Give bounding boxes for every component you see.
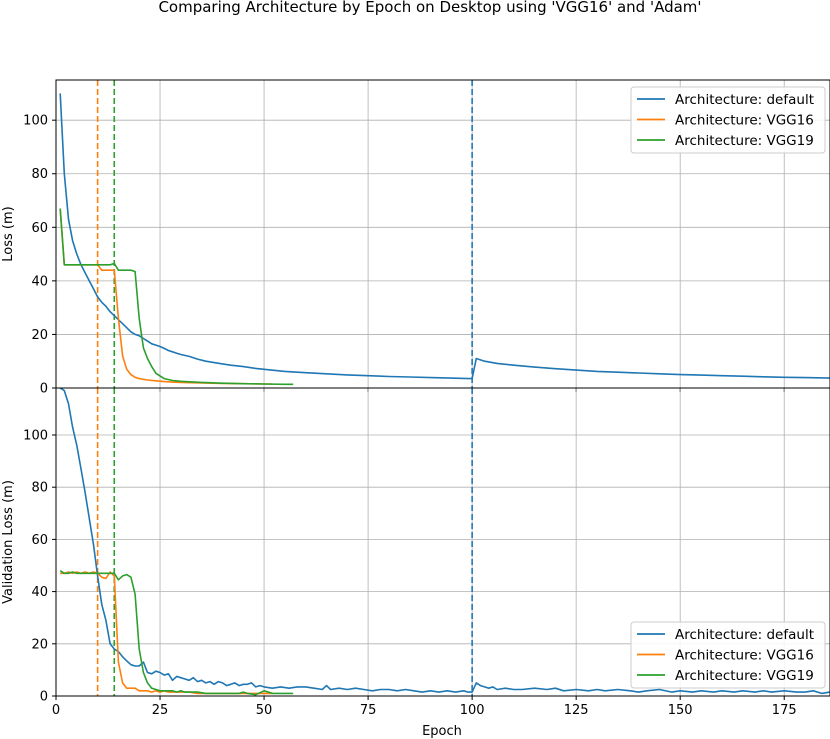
bottom-axes: 0 20 40 60 80 100 0 25 50 75 100 125 150 175 Validatio… — [1, 387, 830, 739]
bottom-series — [59, 387, 830, 696]
x-tick-label: 0 — [52, 703, 60, 718]
y-tick-label: 0 — [40, 690, 48, 705]
top-loss-panel: 0 20 40 60 80 100 Loss (m) Architecture: defau… — [1, 79, 830, 397]
top-legend: Architecture: default Architecture: VGG16… — [630, 86, 826, 154]
y-tick-label: 40 — [31, 274, 48, 289]
y-tick-label: 80 — [31, 167, 48, 182]
x-tick-label: 25 — [152, 703, 169, 718]
x-tick-label: 125 — [564, 703, 589, 718]
x-tick-label: 100 — [460, 703, 485, 718]
legend-box — [630, 621, 826, 689]
y-tick-label: 100 — [23, 114, 48, 129]
y-tick-label: 20 — [31, 637, 48, 652]
top-vlines — [96, 80, 473, 388]
legend-label: Architecture: VGG16 — [675, 648, 814, 664]
y-tick-label: 20 — [31, 328, 48, 343]
bottom-validation-loss-panel: 0 20 40 60 80 100 0 25 50 75 100 125 150 175 Validatio… — [1, 387, 830, 739]
top-series — [59, 93, 830, 386]
y-tick-label: 100 — [23, 428, 48, 443]
legend-label: Architecture: VGG19 — [675, 668, 814, 684]
series-line — [59, 93, 830, 380]
y-axis-label: Validation Loss (m) — [1, 480, 16, 604]
y-tick-label: 60 — [31, 533, 48, 548]
x-axis-label: Epoch — [422, 724, 462, 739]
x-tick-label: 75 — [360, 703, 377, 718]
y-tick-label: 80 — [31, 481, 48, 496]
series-line — [59, 208, 273, 385]
legend-label: Architecture: default — [675, 92, 814, 108]
series-line — [59, 208, 294, 386]
legend-label: Architecture: VGG19 — [675, 133, 814, 149]
legend-label: Architecture: default — [675, 627, 814, 643]
x-tick-label: 50 — [256, 703, 273, 718]
x-tick-label: 175 — [772, 703, 797, 718]
top-axes: 0 20 40 60 80 100 Loss (m) — [1, 79, 830, 397]
bottom-vlines — [96, 388, 473, 696]
y-tick-label: 60 — [31, 221, 48, 236]
axes-frame — [55, 387, 830, 697]
y-tick-label: 0 — [40, 382, 48, 397]
x-tick-label: 150 — [668, 703, 693, 718]
y-axis-label: Loss (m) — [1, 206, 16, 261]
y-tick-label: 40 — [31, 585, 48, 600]
series-line — [59, 387, 830, 695]
legend-box — [630, 86, 826, 154]
bottom-legend: Architecture: default Architecture: VGG16… — [630, 621, 826, 689]
series-line — [59, 570, 294, 696]
figure-title: Comparing Architecture by Epoch on Deskt… — [158, 0, 701, 16]
legend-label: Architecture: VGG16 — [675, 113, 814, 129]
